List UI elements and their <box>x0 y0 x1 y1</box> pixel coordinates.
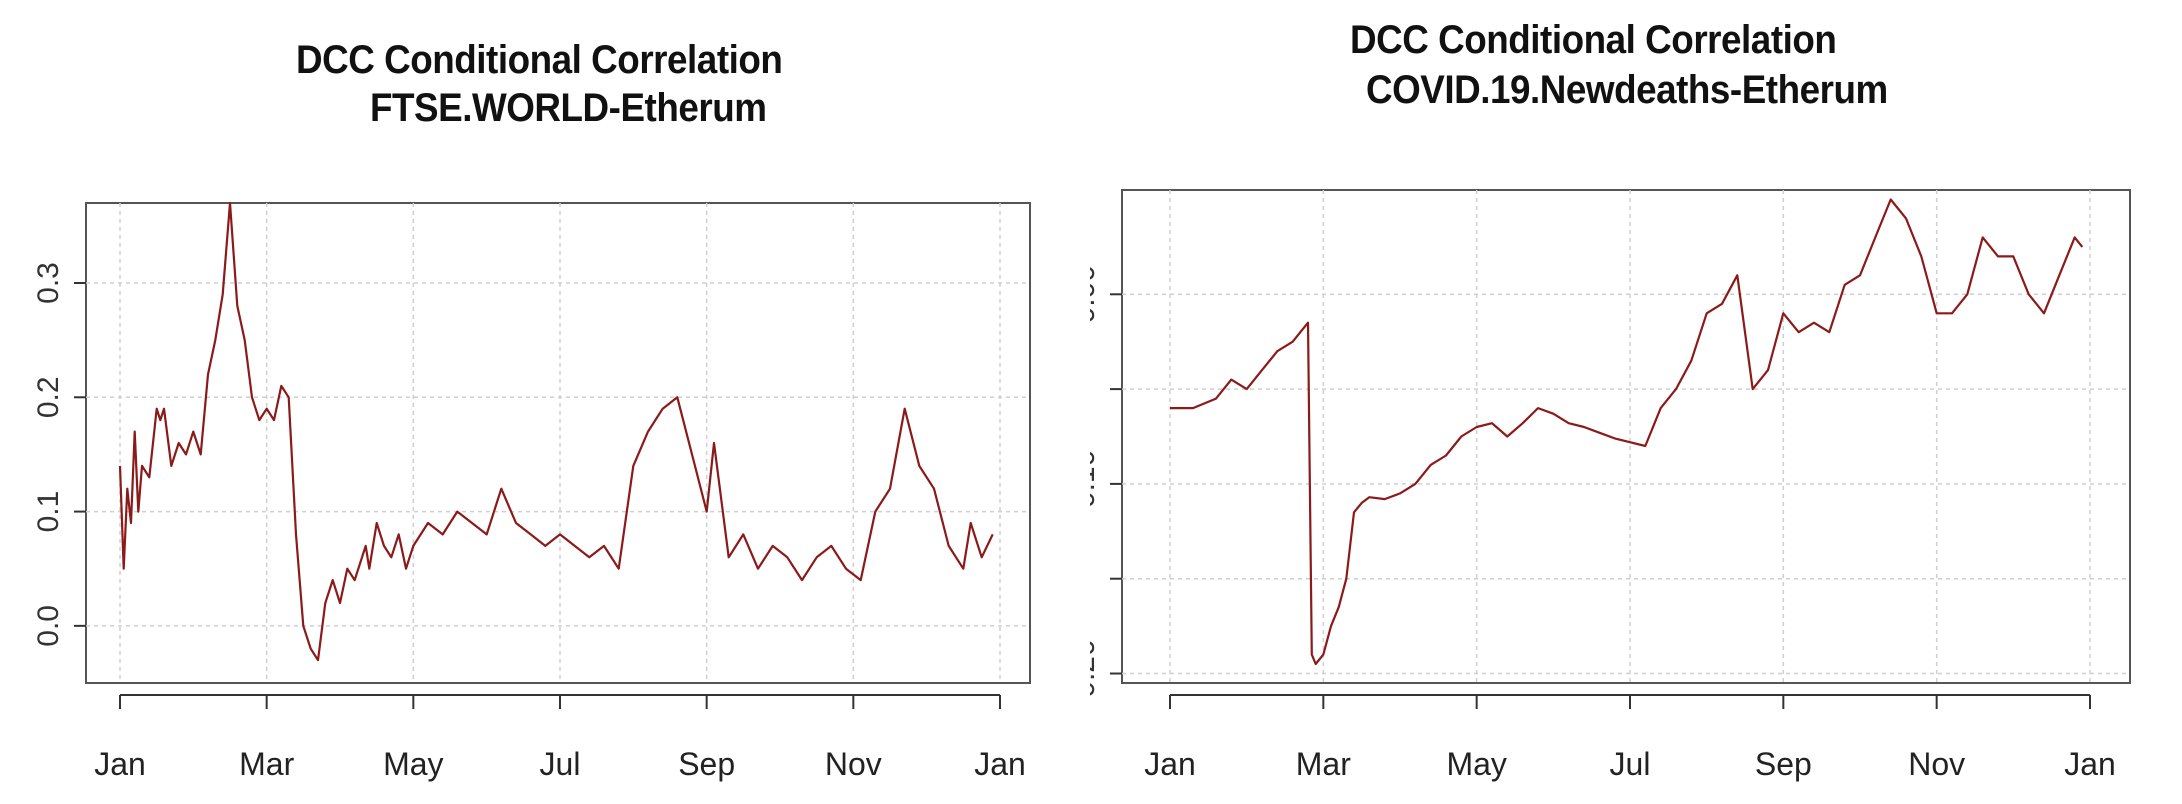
x-tick-label: Sep <box>678 746 735 782</box>
chart-panel-ftse: DCC Conditional Correlation FTSE.WORLD-E… <box>0 0 1090 804</box>
series-line <box>1170 198 2084 666</box>
x-tick-label: Mar <box>239 746 294 782</box>
chart-subtitle: COVID.19.Newdeaths-Etherum <box>1366 68 1888 112</box>
x-tick-label: Jan <box>1144 746 1196 782</box>
x-tick-label: Nov <box>1908 746 1965 782</box>
x-tick-label: Nov <box>825 746 882 782</box>
chart-covid-etherum: -0.20 -0.10 0.00 Jan Mar May Jul Sep Nov Jan <box>1090 189 2131 782</box>
chart-subtitle: FTSE.WORLD-Etherum <box>370 86 767 130</box>
x-tick-label: Sep <box>1755 746 1812 782</box>
plot-frame <box>1121 189 2131 684</box>
x-tick-label: May <box>383 746 443 782</box>
chart-title: DCC Conditional Correlation <box>296 38 783 82</box>
y-tick-label: 0.00 <box>1090 265 1101 323</box>
x-tick-label: May <box>1446 746 1506 782</box>
series-line <box>118 201 994 662</box>
y-tick-label: 0.1 <box>32 491 65 533</box>
y-tick-label: 0.0 <box>32 605 65 647</box>
x-tick-label: Jan <box>2064 746 2116 782</box>
x-tick-label: Jan <box>974 746 1026 782</box>
y-tick-label: 0.2 <box>32 376 65 418</box>
y-tick-label: -0.20 <box>1090 639 1101 707</box>
x-tick-label: Jul <box>540 746 581 782</box>
y-tick-label: -0.10 <box>1090 450 1101 518</box>
x-tick-label: Jan <box>94 746 146 782</box>
chart-panel-covid: DCC Conditional Correlation COVID.19.New… <box>1090 0 2182 804</box>
chart-title: DCC Conditional Correlation <box>1350 18 1837 62</box>
y-tick-label: 0.3 <box>32 262 65 304</box>
x-tick-label: Mar <box>1296 746 1351 782</box>
chart-ftse-etherum: 0.0 0.1 0.2 0.3 Jan Mar May Jul Sep Nov Jan <box>32 201 1031 782</box>
x-tick-label: Jul <box>1610 746 1651 782</box>
plot-frame <box>85 202 1031 684</box>
